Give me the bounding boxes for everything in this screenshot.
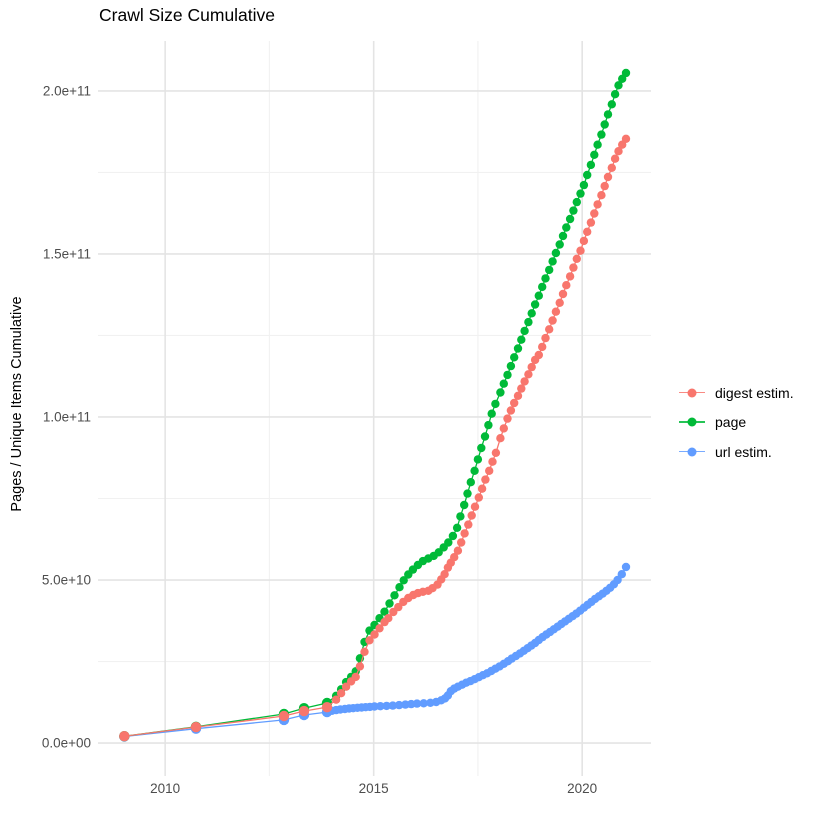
legend-item-digest: digest estim. [679, 378, 794, 408]
legend-key-dot [687, 417, 697, 427]
y-tick-label: 5.0e+10 [42, 573, 91, 588]
y-tick-label: 2.0e+11 [43, 83, 91, 98]
y-tick-label: 1.0e+11 [43, 409, 91, 424]
legend-key-icon [679, 417, 705, 427]
y-tick-label: 0.0e+00 [42, 736, 91, 751]
x-tick-label: 2010 [150, 781, 180, 796]
x-tick-label: 2015 [359, 781, 389, 796]
legend-key-dot [687, 447, 697, 457]
legend-label-url: url estim. [715, 443, 772, 460]
legend: digest estim. page url estim. [679, 378, 794, 467]
x-tick-label: 2020 [567, 781, 597, 796]
legend-key-dot [687, 388, 697, 398]
series-line-url [124, 566, 627, 738]
chart-title: Crawl Size Cumulative [99, 5, 276, 25]
series-digest [119, 134, 631, 742]
legend-label-digest: digest estim. [715, 384, 794, 401]
y-tick-label: 1.5e+11 [43, 246, 91, 261]
series-url [119, 562, 631, 742]
y-axis-title: Pages / Unique Items Cumulative [9, 296, 25, 512]
legend-key-icon [679, 388, 705, 398]
legend-label-page: page [715, 414, 747, 431]
legend-item-page: page [679, 408, 794, 438]
legend-item-url: url estim. [679, 437, 794, 467]
series-line-digest [124, 138, 627, 737]
legend-key-icon [679, 447, 705, 457]
series-page [119, 68, 631, 742]
